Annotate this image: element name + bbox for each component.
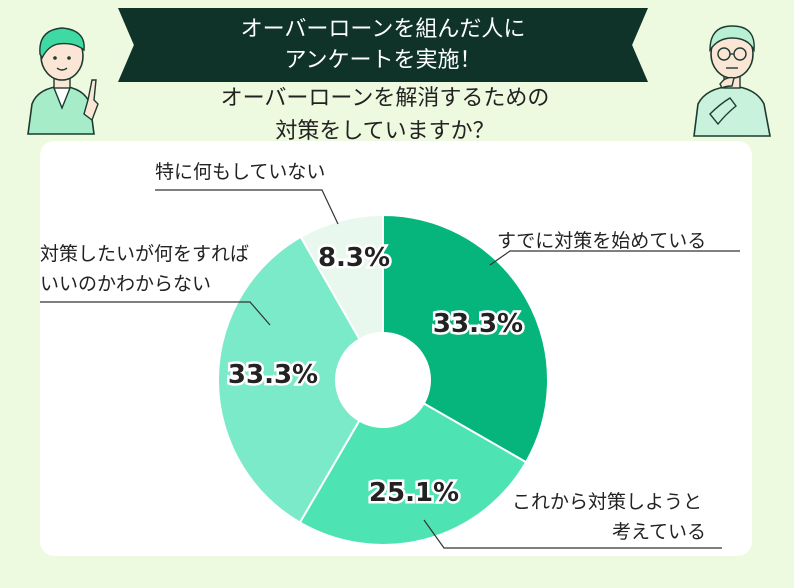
slice-label-4-line-1: 特に何もしていない	[155, 161, 325, 183]
leader-line-3	[40, 301, 271, 326]
slice-label-2-line-1: これから対策しようと	[512, 491, 702, 513]
slice-label-2-line-2: 考えている	[612, 521, 706, 543]
leader-line-2	[423, 519, 722, 549]
slice-label-1-line-1: すでに対策を始めている	[497, 230, 706, 252]
slice-value-label-1: 33.3%	[433, 309, 523, 339]
title-banner: オーバーローンを組んだ人に アンケートを実施！	[118, 8, 648, 82]
slice-value-label-2: 25.1%	[369, 478, 459, 508]
banner-line-2: アンケートを実施！	[284, 48, 482, 73]
question-line-1: オーバーローンを解消するための	[220, 86, 550, 111]
person-thinking-illustration	[693, 25, 771, 137]
slice-label-3-line-2: いいのかわからない	[40, 273, 211, 295]
person-pointing-illustration	[27, 27, 99, 135]
banner-line-1: オーバーローンを組んだ人に	[240, 17, 526, 42]
survey-question: オーバーローンを解消するための 対策をしていますか？	[160, 82, 610, 148]
slice-value-label-3: 33.3%	[228, 360, 318, 390]
leader-line-1	[489, 250, 740, 266]
donut-hole	[335, 332, 431, 428]
slice-label-3-line-1: 対策したいが何をすれば	[40, 243, 249, 265]
leader-line-4	[155, 189, 339, 225]
slice-value-label-4: 8.3%	[318, 243, 390, 273]
question-line-2: 対策をしていますか？	[275, 119, 495, 144]
pie-slice-2	[298, 378, 528, 546]
